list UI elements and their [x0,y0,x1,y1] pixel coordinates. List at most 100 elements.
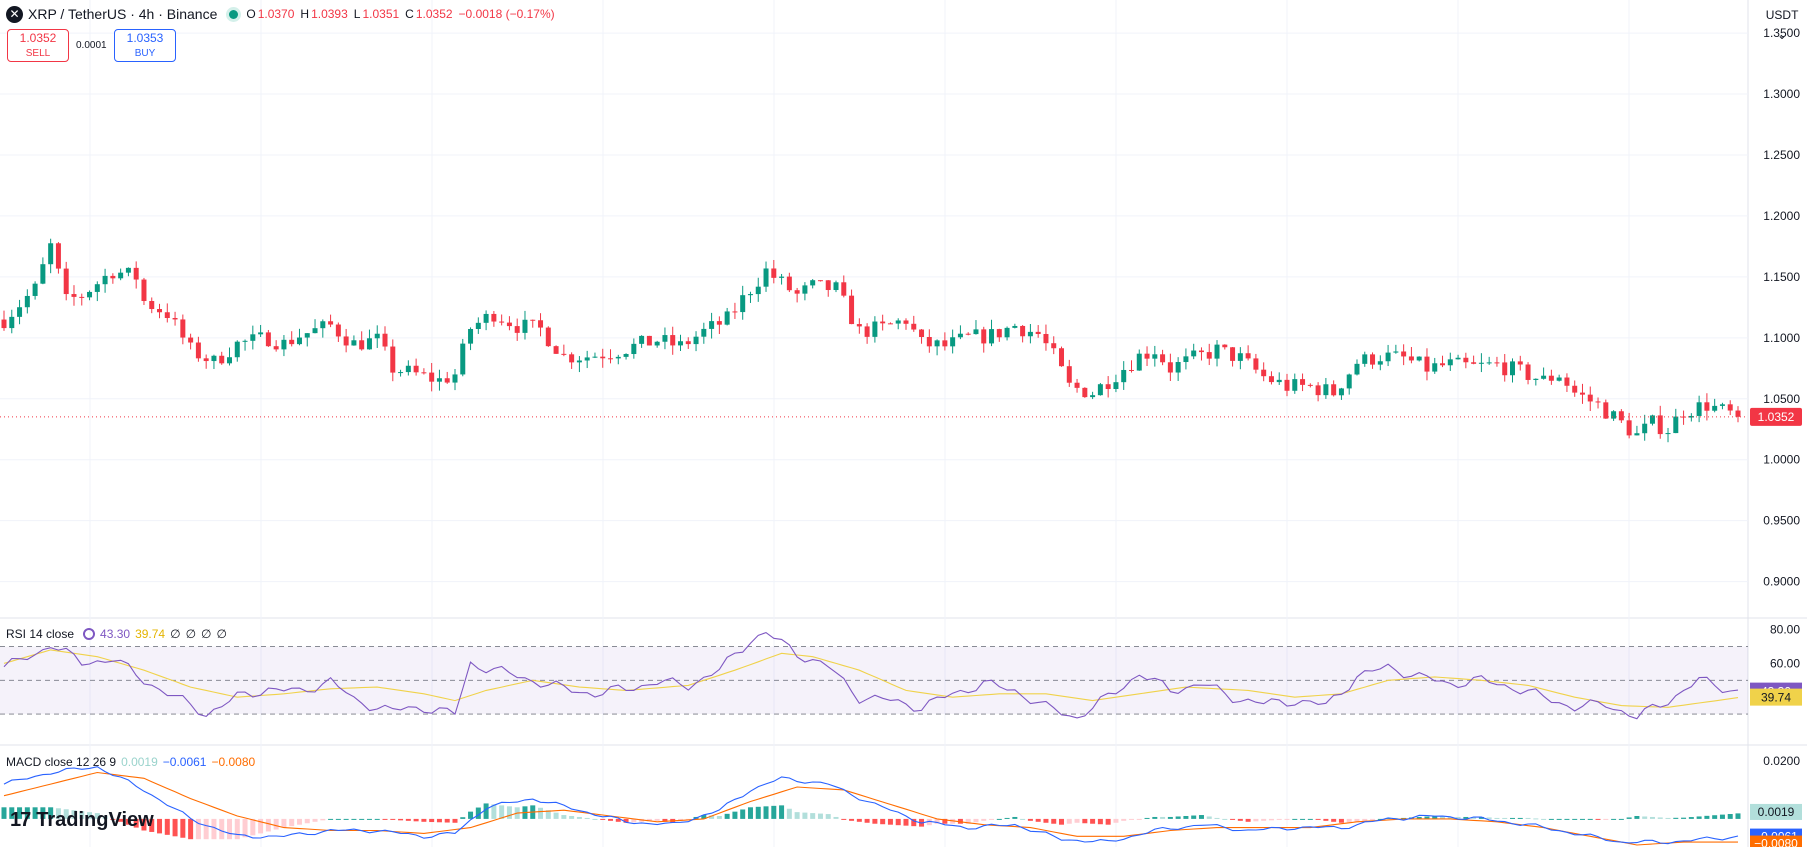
candle [786,272,792,293]
symbol-title[interactable]: XRP / TetherUS · 4h · Binance [28,6,218,22]
candle [1066,359,1072,387]
candle [55,242,61,274]
macd-histogram-bar [1300,818,1306,820]
candle-body [1167,362,1173,373]
macd-histogram-bar [1517,817,1523,819]
candle [17,299,23,325]
candle [40,257,46,285]
candle [685,337,691,349]
macd-histogram-bar [429,818,435,823]
candle [911,315,917,332]
candle-body [810,280,816,286]
macd-signal-last-label: −0.0080 [1754,837,1798,847]
rsi-legend[interactable]: RSI 14 close 43.30 39.74 ∅ ∅ ∅ ∅ [6,627,232,641]
macd-histogram-bar [1,807,7,819]
candle [1222,344,1228,350]
candle [1572,380,1578,397]
refresh-icon[interactable] [83,628,96,640]
macd-histogram-bar [1160,816,1166,819]
candle [1043,324,1049,351]
candle-body [1,319,7,329]
candle [1315,382,1321,402]
candle-body [732,311,738,313]
candle [747,291,753,303]
macd-histogram-bar [1719,814,1725,819]
macd-histogram-bar [17,807,23,819]
sell-label: SELL [25,48,51,59]
buy-label: BUY [134,48,156,59]
candle-body [1541,375,1547,379]
candle [724,307,730,326]
tradingview-logo[interactable]: 17 TradingView [10,809,154,832]
macd-histogram-bar [452,818,458,823]
candle [639,335,645,348]
candle [1105,376,1111,398]
macd-histogram-bar [48,807,54,819]
candle-body [110,275,116,279]
macd-histogram-bar [1346,818,1352,823]
buy-button[interactable]: 1.0353 BUY [114,29,176,62]
candle [444,371,450,384]
candle [1510,358,1516,383]
candle-body [1020,325,1026,337]
candle-body [366,338,372,350]
macd-histogram-bar [211,818,217,840]
candle [1160,349,1166,366]
candle-body [825,280,831,291]
macd-histogram-bar [475,807,481,819]
macd-histogram-bar [1463,816,1469,819]
candle-body [468,328,474,344]
macd-histogram-bar [1478,816,1484,819]
macd-histogram-bar [1727,814,1733,819]
sell-price: 1.0352 [19,31,57,45]
sell-button[interactable]: 1.0352 SELL [7,29,69,62]
macd-histogram-bar [1090,818,1096,824]
macd-histogram-bar [856,818,862,822]
macd-histogram-bar [1253,818,1259,822]
macd-hist-last-label: 0.0019 [1758,805,1795,819]
candle-body [1471,362,1477,364]
candle-body [631,343,637,355]
close-value: 1.0352 [415,7,453,21]
candle-body [545,327,551,347]
candle-body [164,312,170,319]
macd-histogram-bar [1735,813,1741,819]
candle-body [1626,420,1632,436]
macd-histogram-bar [1059,818,1065,825]
candle-body [1727,404,1733,411]
macd-histogram-bar [864,818,870,823]
symbol-header: ✕ XRP / TetherUS · 4h · Binance O 1.0370… [6,4,561,24]
candle [24,289,30,314]
macd-legend[interactable]: MACD close 12 26 9 0.0019 −0.0061 −0.008… [6,755,260,769]
macd-histogram-bar [1198,815,1204,819]
candle-body [1525,364,1531,380]
price-axis: 1.3500 1.3000 1.2500 1.2000 1.1500 1.1000 1.05… [1750,26,1802,847]
candle [872,316,878,343]
candle [569,352,575,369]
candle-body [1253,358,1259,370]
close-label: C [405,7,414,21]
candle-body [149,301,155,310]
currency-selector[interactable]: USDT ⌄ [1761,5,1803,42]
candle [118,268,124,281]
macd-histogram-bar [1579,818,1585,820]
candle-body [965,333,971,335]
candle-body [133,267,139,280]
candle [1206,343,1212,366]
candle [864,323,870,344]
candle-body [1440,363,1446,366]
macd-histogram-bar [926,818,932,826]
macd-histogram-bar [421,818,427,822]
candle [436,369,442,391]
candle [328,314,334,328]
candle-body [1447,359,1453,366]
candle-body [335,324,341,337]
candle [421,368,427,375]
candle [219,351,225,365]
last-price-label: 1.0352 [1758,410,1795,424]
candle [1323,377,1329,399]
candle-body [1463,357,1469,363]
candle-body [1074,382,1080,388]
candle-body [1113,382,1119,390]
